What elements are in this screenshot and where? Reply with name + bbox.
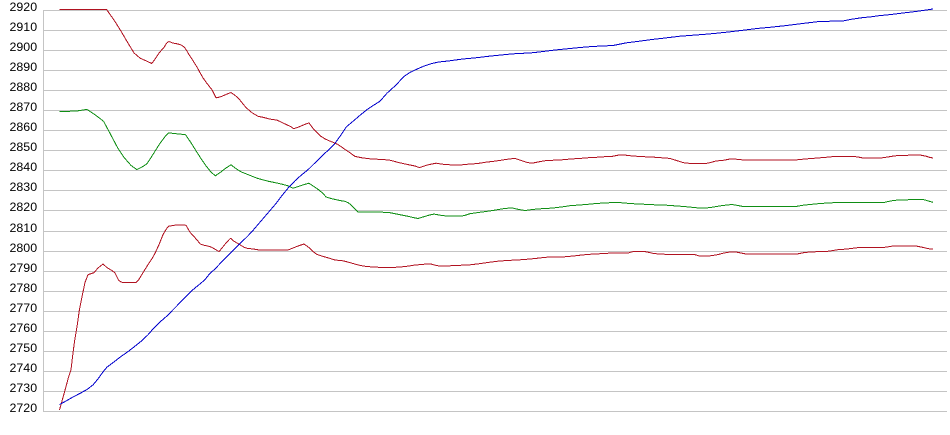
svg-text:2720: 2720 xyxy=(10,401,38,415)
svg-text:2820: 2820 xyxy=(10,200,38,214)
svg-text:2840: 2840 xyxy=(10,160,38,174)
svg-text:2860: 2860 xyxy=(10,120,38,134)
svg-text:2790: 2790 xyxy=(10,261,38,275)
svg-text:2830: 2830 xyxy=(10,180,38,194)
svg-text:2780: 2780 xyxy=(10,281,38,295)
svg-text:2740: 2740 xyxy=(10,361,38,375)
svg-text:2880: 2880 xyxy=(10,80,38,94)
svg-text:2870: 2870 xyxy=(10,100,38,114)
svg-text:2810: 2810 xyxy=(10,221,38,235)
svg-text:2800: 2800 xyxy=(10,241,38,255)
svg-text:2920: 2920 xyxy=(10,0,38,14)
svg-text:2850: 2850 xyxy=(10,140,38,154)
svg-text:2890: 2890 xyxy=(10,60,38,74)
svg-text:2770: 2770 xyxy=(10,301,38,315)
svg-text:2760: 2760 xyxy=(10,321,38,335)
svg-text:2730: 2730 xyxy=(10,381,38,395)
svg-text:2750: 2750 xyxy=(10,341,38,355)
svg-text:2910: 2910 xyxy=(10,20,38,34)
svg-text:2900: 2900 xyxy=(10,40,38,54)
